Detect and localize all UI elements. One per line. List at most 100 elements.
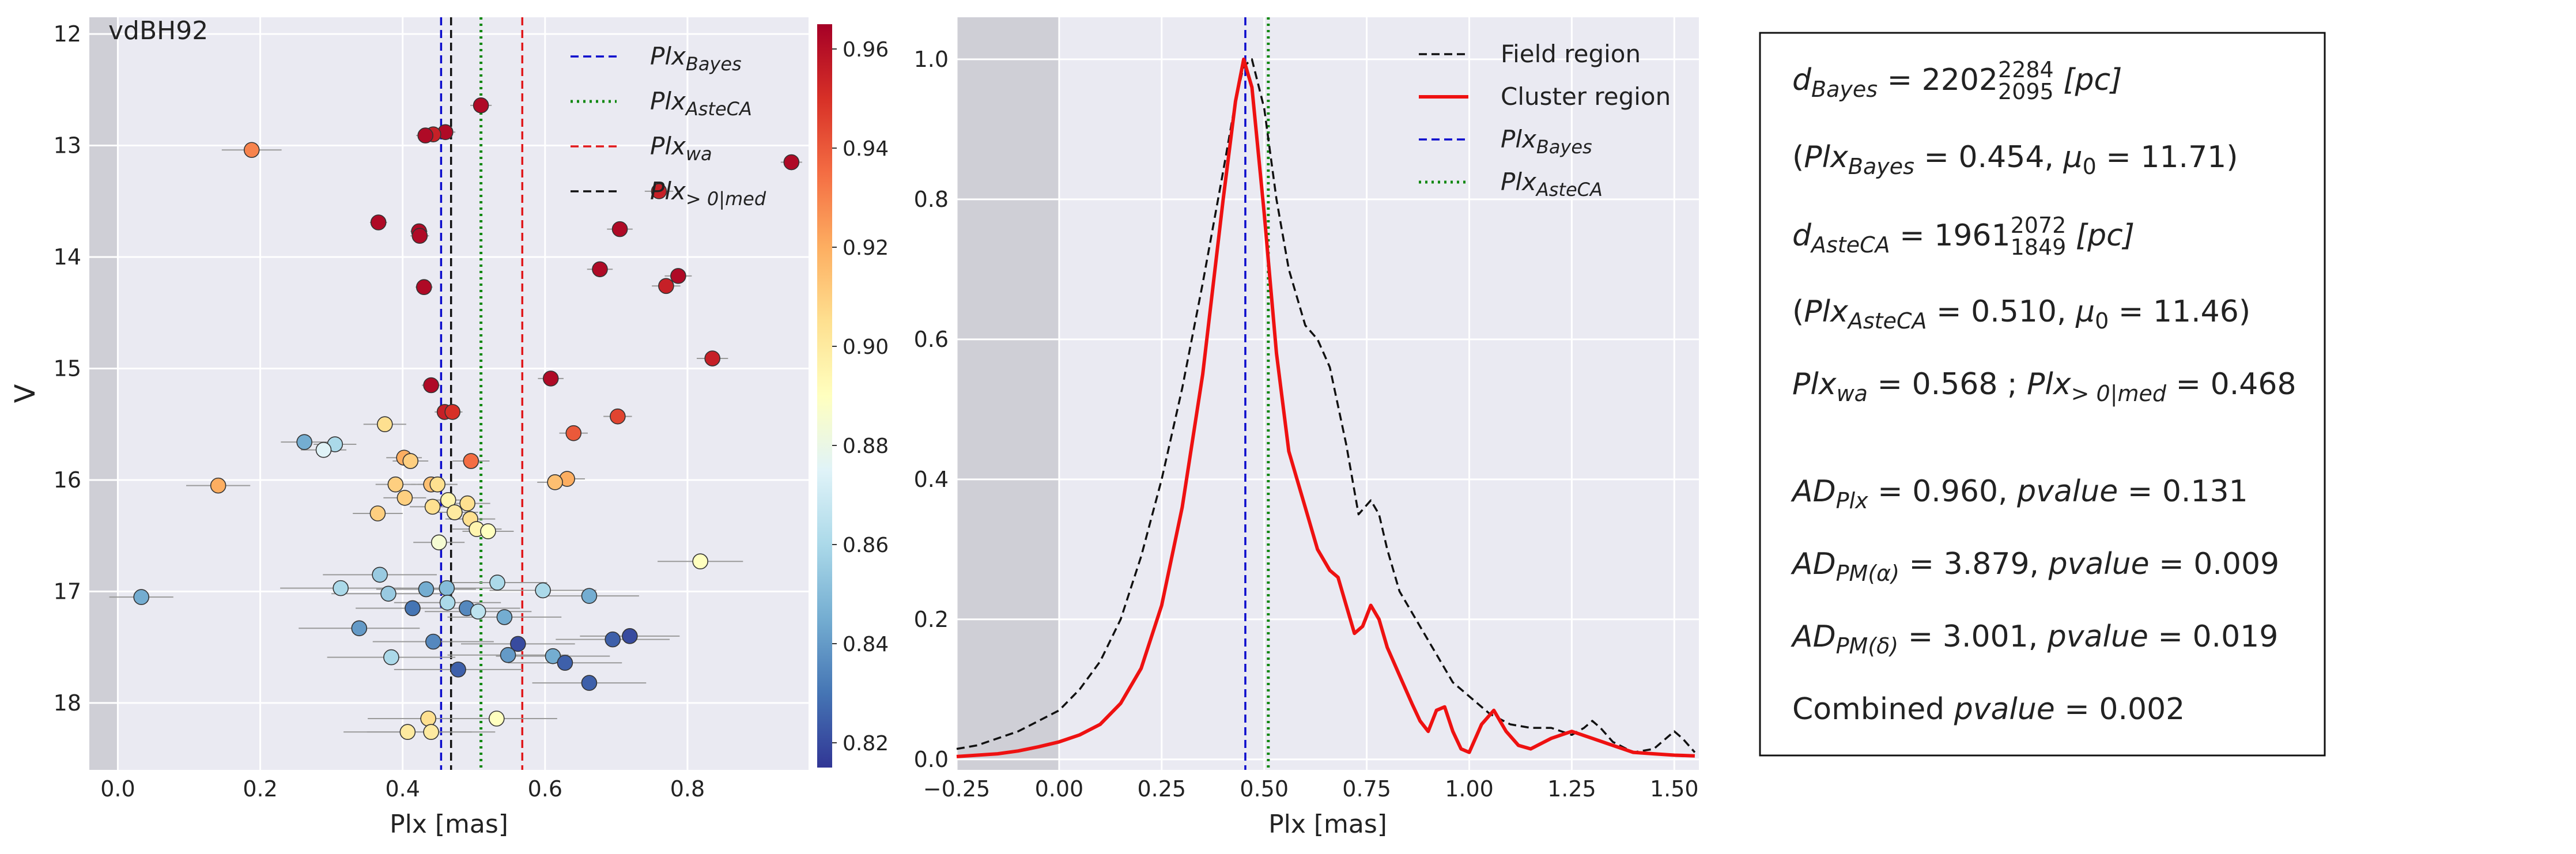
- x-tick-label: 0.0: [100, 776, 135, 802]
- x-tick-label: 0.50: [1240, 776, 1289, 802]
- y-tick-label: 0.8: [914, 187, 949, 212]
- series-line: [956, 57, 1695, 758]
- density-series: [956, 57, 1696, 758]
- data-point: [510, 636, 526, 652]
- info-box-frame: [1759, 32, 2326, 757]
- shaded-negative-region: [89, 17, 118, 770]
- info-line: (PlxBayes = 0.454, μ0 = 11.71): [1792, 140, 2238, 179]
- y-tick-label: 0.6: [914, 327, 949, 352]
- legend-label: PlxAsteCA: [1501, 168, 1603, 201]
- data-point: [418, 581, 435, 598]
- data-point: [425, 633, 441, 650]
- data-point: [440, 492, 456, 508]
- data-point: [611, 221, 628, 237]
- x-tick-label: −0.25: [923, 776, 990, 802]
- data-point: [423, 724, 439, 740]
- colorbar-tick-label: 0.88: [843, 434, 889, 458]
- data-point: [470, 603, 486, 620]
- scatter-y-axis-label: V: [9, 384, 41, 403]
- data-point: [372, 566, 388, 583]
- data-point: [610, 408, 626, 425]
- data-point: [370, 214, 387, 230]
- info-line: ADPM(α) = 3.879, pvalue = 0.009: [1791, 547, 2279, 586]
- density-x-axis-label: Plx [mas]: [1268, 810, 1387, 839]
- data-point: [704, 350, 720, 366]
- scatter-title: vdBH92: [108, 16, 208, 46]
- legend-label: Field region: [1501, 40, 1641, 68]
- y-tick-label: 0.0: [914, 747, 949, 772]
- data-point: [383, 649, 399, 666]
- data-point: [463, 453, 479, 469]
- x-tick-label: 1.50: [1650, 776, 1699, 802]
- data-point: [430, 534, 447, 551]
- data-point: [473, 97, 489, 114]
- series-line: [956, 58, 1696, 754]
- density-panel: −0.25 0.00 0.25 0.50 0.75 1.00 1.25 1.50 0.0 0.2 0…: [914, 17, 1699, 839]
- x-tick-label: 0.8: [670, 776, 705, 802]
- y-tick-label: 15: [54, 356, 81, 381]
- info-line: dAsteCA = 19612072 1849 [pc]: [1792, 213, 2135, 260]
- y-tick-label: 0.4: [914, 467, 949, 492]
- data-point: [439, 580, 455, 596]
- data-point: [399, 724, 416, 740]
- data-point: [670, 268, 686, 284]
- data-point: [581, 588, 598, 604]
- x-tick-label: 0.2: [243, 776, 277, 802]
- data-point: [783, 154, 800, 171]
- info-line: Combined pvalue = 0.002: [1792, 692, 2185, 727]
- data-point: [210, 477, 226, 494]
- legend-label: Plx> 0|med: [650, 177, 766, 210]
- data-point: [402, 453, 419, 469]
- data-point: [444, 404, 460, 420]
- data-point: [459, 495, 475, 512]
- info-line: Plxwa = 0.568 ; Plx> 0|med = 0.468: [1792, 367, 2297, 407]
- data-point: [500, 647, 516, 663]
- x-tick-label: 0.25: [1137, 776, 1186, 802]
- data-point: [496, 609, 513, 625]
- data-point: [420, 711, 436, 727]
- shaded-region: [957, 17, 1059, 770]
- data-point: [581, 675, 598, 691]
- scatter-plot-area: [89, 17, 809, 770]
- density-plot-area: [957, 17, 1699, 770]
- legend-label: PlxAsteCA: [650, 87, 752, 120]
- data-point: [692, 553, 708, 569]
- y-tick-label: 17: [54, 579, 81, 604]
- data-point: [480, 523, 496, 539]
- data-point: [622, 628, 638, 644]
- data-point: [387, 476, 404, 493]
- scatter-panel: 0.0 0.2 0.4 0.6 0.8 12 13 14 15 16 17 18 vdBH92 Plx…: [9, 16, 889, 839]
- x-tick-label: 1.00: [1445, 776, 1494, 802]
- data-point: [489, 575, 505, 591]
- info-line: ADPM(δ) = 3.001, pvalue = 0.019: [1791, 619, 2278, 659]
- data-point: [547, 474, 563, 490]
- data-point: [439, 594, 456, 611]
- data-point: [565, 425, 582, 441]
- legend-label: PlxBayes: [650, 42, 742, 75]
- legend-label: Plxwa: [650, 132, 712, 165]
- legend-label: PlxBayes: [1501, 125, 1592, 158]
- y-tick-label: 1.0: [914, 47, 949, 72]
- scatter-legend: PlxBayes PlxAsteCA Plxwa Plx> 0|med: [571, 42, 766, 210]
- data-point: [296, 434, 312, 450]
- colorbar-tick-label: 0.86: [843, 534, 889, 557]
- y-tick-label: 18: [54, 690, 81, 716]
- data-point: [396, 490, 413, 506]
- info-box-lines: dBayes = 22022284 2095 [pc] (PlxBayes = 0.…: [1791, 57, 2297, 727]
- scatter-points: [109, 97, 802, 740]
- info-line: (PlxAsteCA = 0.510, μ0 = 11.46): [1792, 294, 2250, 334]
- data-point: [405, 600, 421, 617]
- density-legend: Field region Cluster region PlxBayes PlxAst…: [1419, 40, 1671, 201]
- legend-label: Cluster region: [1501, 82, 1671, 111]
- data-point: [423, 377, 439, 394]
- density-tick-labels: −0.25 0.00 0.25 0.50 0.75 1.00 1.25 1.50 0.0 0.2 0…: [914, 47, 1699, 802]
- data-point: [424, 498, 441, 515]
- x-tick-label: 0.00: [1035, 776, 1084, 802]
- data-point: [545, 648, 561, 664]
- data-point: [557, 655, 573, 671]
- data-point: [411, 228, 428, 244]
- y-tick-label: 0.2: [914, 607, 949, 632]
- density-shaded-negative-region: [957, 17, 1059, 770]
- data-point: [333, 580, 349, 596]
